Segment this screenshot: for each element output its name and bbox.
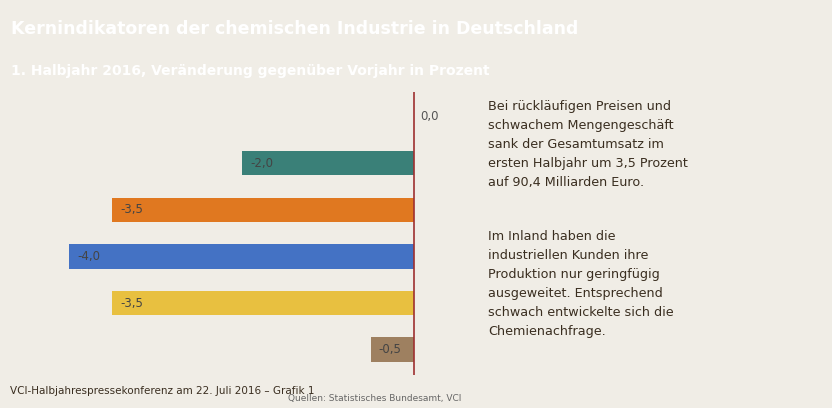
Text: Im Inland haben die
industriellen Kunden ihre
Produktion nur geringfügig
ausgewe: Im Inland haben die industriellen Kunden… — [488, 231, 674, 338]
Text: VCI-Halbjahrespressekonferenz am 22. Juli 2016 – Grafik 1: VCI-Halbjahrespressekonferenz am 22. Jul… — [10, 386, 314, 396]
Text: Kernindikatoren der chemischen Industrie in Deutschland: Kernindikatoren der chemischen Industrie… — [11, 20, 578, 38]
Bar — [69, 244, 414, 268]
Bar — [241, 151, 414, 175]
Text: -3,5: -3,5 — [121, 204, 144, 216]
Bar — [112, 291, 414, 315]
Text: -4,0: -4,0 — [77, 250, 101, 263]
Bar — [371, 337, 414, 361]
Text: 1. Halbjahr 2016, Veränderung gegenüber Vorjahr in Prozent: 1. Halbjahr 2016, Veränderung gegenüber … — [11, 64, 489, 78]
Text: -2,0: -2,0 — [250, 157, 273, 170]
Text: 0,0: 0,0 — [420, 110, 438, 123]
Text: Bei rückläufigen Preisen und
schwachem Mengengeschäft
sank der Gesamtumsatz im
e: Bei rückläufigen Preisen und schwachem M… — [488, 100, 688, 189]
Text: Quellen: Statistisches Bundesamt, VCI: Quellen: Statistisches Bundesamt, VCI — [288, 395, 461, 404]
Text: -0,5: -0,5 — [378, 343, 401, 356]
Text: -3,5: -3,5 — [121, 297, 144, 310]
Bar — [112, 198, 414, 222]
